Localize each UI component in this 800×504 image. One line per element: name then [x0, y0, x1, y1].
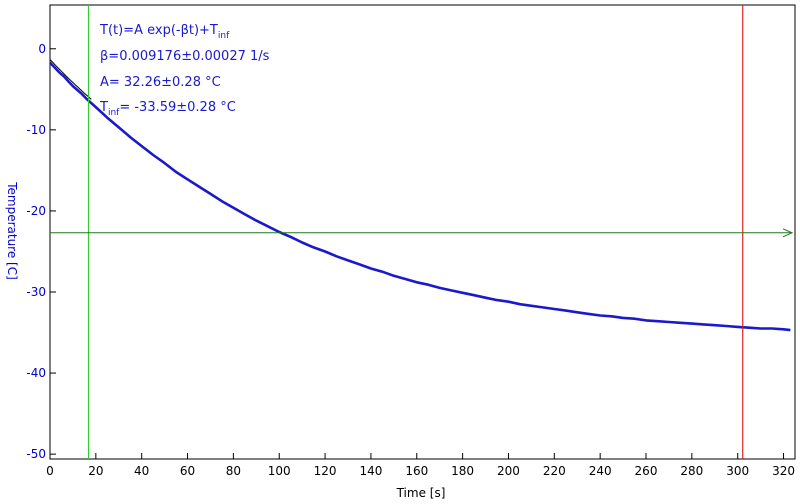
y-tick-label: 0	[38, 42, 46, 56]
x-tick-label: 220	[543, 464, 566, 478]
x-tick-label: 120	[314, 464, 337, 478]
y-tick-label: -30	[26, 285, 46, 299]
arrow-right-icon	[782, 228, 794, 238]
y-axis-label: Temperature [C]	[5, 181, 19, 280]
temperature-series-line	[49, 61, 791, 332]
x-tick-label: 160	[405, 464, 428, 478]
tinf-annotation: Tinf= -33.59±0.28 °C	[99, 100, 236, 118]
amplitude-annotation: A= 32.26±0.28 °C	[100, 75, 221, 90]
x-tick-label: 260	[635, 464, 658, 478]
plot-frame	[49, 4, 796, 460]
y-tick-label: -50	[26, 447, 46, 461]
x-tick-label: 100	[268, 464, 291, 478]
x-tick-label: 40	[134, 464, 149, 478]
formula-annotation: T(t)=A exp(-βt)+Tinf	[99, 23, 230, 41]
series-layer	[49, 59, 791, 332]
x-tick-label: 0	[46, 464, 54, 478]
x-axis-label: Time [s]	[396, 486, 446, 500]
x-tick-label: 300	[726, 464, 749, 478]
y-tick-label: -40	[26, 366, 46, 380]
x-tick-label: 200	[497, 464, 520, 478]
beta-annotation: β=0.009176±0.00027 1/s	[100, 49, 270, 64]
y-tick-label: -20	[26, 204, 46, 218]
x-tick-label: 60	[180, 464, 195, 478]
fit-curve-line	[49, 59, 92, 100]
x-axis-ticks: 0 20 40 60 80 100 120 140 160 180 200 220 240 260 280 3…	[46, 453, 795, 478]
x-tick-label: 320	[772, 464, 795, 478]
horizontal-cursor[interactable]	[50, 228, 794, 238]
x-tick-label: 180	[451, 464, 474, 478]
y-axis-ticks: 0 -10 -20 -30 -40 -50	[26, 42, 56, 461]
x-tick-label: 280	[680, 464, 703, 478]
x-tick-label: 240	[589, 464, 612, 478]
x-tick-label: 80	[226, 464, 241, 478]
fit-annotation: T(t)=A exp(-βt)+Tinf β=0.009176±0.00027 …	[99, 23, 270, 118]
x-tick-label: 140	[359, 464, 382, 478]
x-tick-label: 20	[88, 464, 103, 478]
y-tick-label: -10	[26, 123, 46, 137]
